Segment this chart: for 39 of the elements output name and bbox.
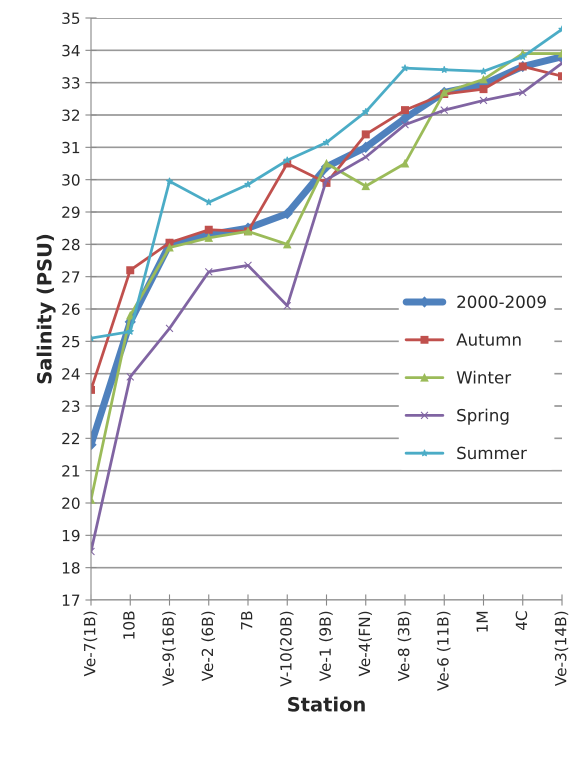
legend-label: Autumn xyxy=(456,333,521,346)
y-tick-label: 25 xyxy=(62,336,80,348)
x-tick-label: Ve-4(FN) xyxy=(358,612,372,676)
y-tick-label: 27 xyxy=(62,271,80,282)
y-tick-label: 20 xyxy=(62,497,80,510)
y-tick-label: 19 xyxy=(62,530,80,542)
legend-label: Spring xyxy=(457,408,508,425)
x-axis-title: Station xyxy=(288,696,365,712)
y-tick-label: 28 xyxy=(62,238,80,250)
y-tick-label: 24 xyxy=(62,368,80,380)
x-tick-label: 10B xyxy=(123,612,135,639)
y-tick-label: 32 xyxy=(62,109,80,122)
x-tick-label: Ve-1 (9B) xyxy=(319,612,333,682)
x-tick-label: Ve-7(1B) xyxy=(84,612,98,676)
y-tick-label: 18 xyxy=(62,562,80,574)
y-tick-label: 29 xyxy=(62,206,80,218)
y-tick-label: 31 xyxy=(62,142,80,154)
y-tick-label: 33 xyxy=(62,77,80,89)
x-tick-label: 1M xyxy=(476,612,488,632)
y-tick-label: 34 xyxy=(62,44,80,56)
y-tick-label: 17 xyxy=(62,594,80,606)
x-tick-label: Ve-9(16B) xyxy=(162,612,176,686)
y-tick-label: 21 xyxy=(62,465,80,476)
x-tick-label: Ve-3(14B) xyxy=(554,612,568,686)
y-tick-label: 22 xyxy=(62,432,80,444)
x-tick-label: Ve-2 (6B) xyxy=(201,612,215,682)
y-axis-title: Salinity (PSU) xyxy=(36,234,56,384)
legend-label: 2000-2009 xyxy=(457,295,546,308)
legend-label: Summer xyxy=(457,446,527,460)
x-tick-label: 4C xyxy=(516,611,528,630)
y-tick-label: 30 xyxy=(62,174,80,186)
x-tick-label: Ve-8 (3B) xyxy=(398,612,412,682)
x-tick-label: Ve-6 (11B) xyxy=(436,612,450,691)
y-tick-label: 23 xyxy=(62,400,80,412)
x-tick-label: 7B xyxy=(241,612,252,630)
x-tick-label: V-10(20B) xyxy=(280,612,294,687)
y-tick-label: 35 xyxy=(62,12,80,24)
y-tick-label: 26 xyxy=(62,303,80,316)
legend-label: Winter xyxy=(456,370,512,384)
